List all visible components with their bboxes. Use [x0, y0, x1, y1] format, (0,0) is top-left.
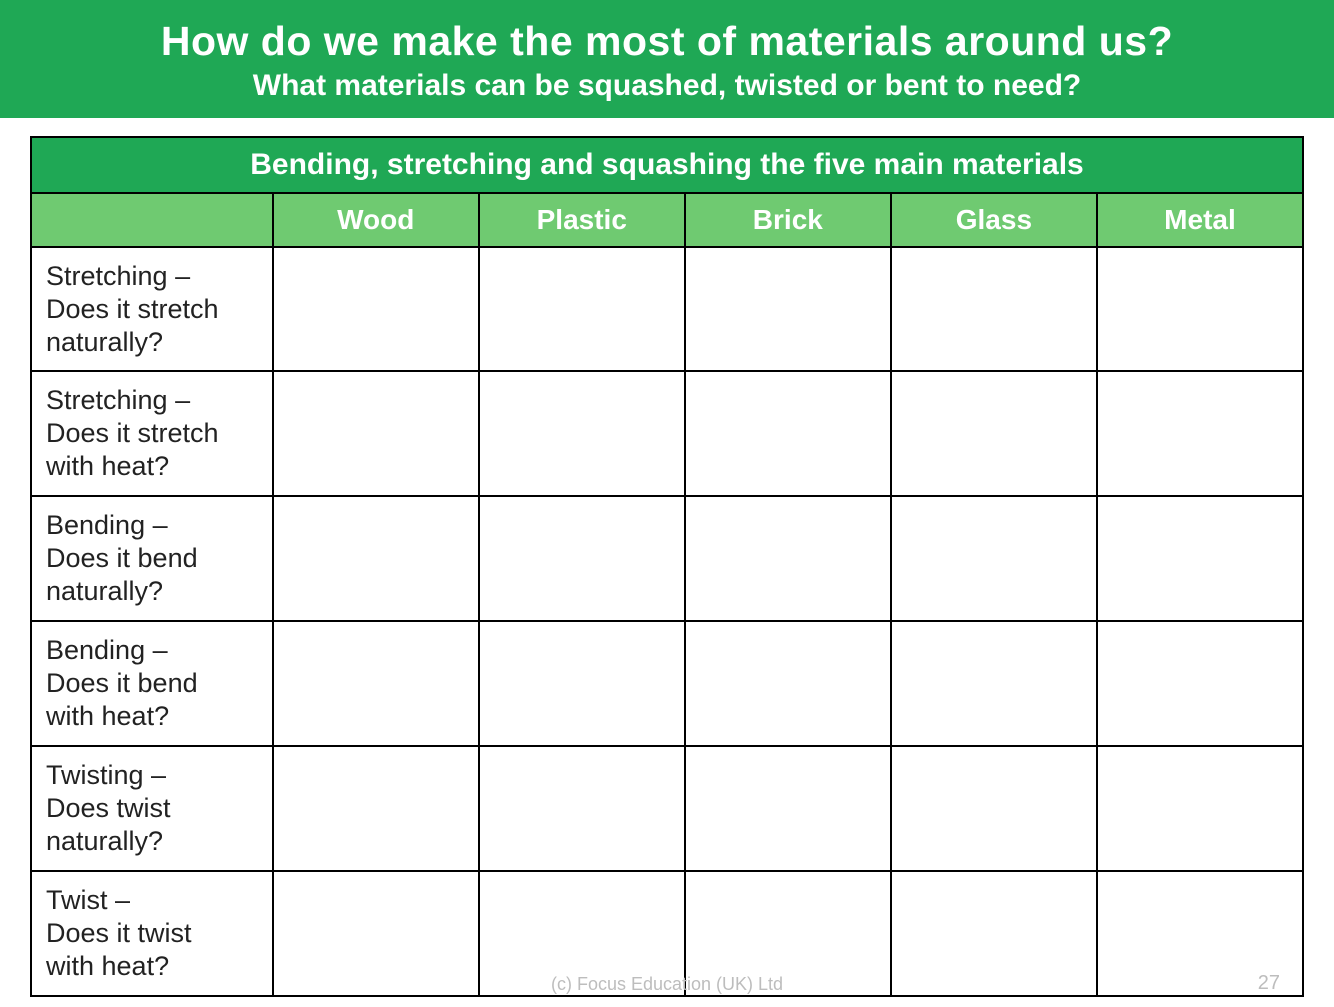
cell: [273, 621, 479, 746]
col-plastic: Plastic: [479, 193, 685, 247]
row-label-line: Does it bend: [46, 542, 258, 575]
cell: [685, 371, 891, 496]
row-label-line: with heat?: [46, 450, 258, 483]
col-glass: Glass: [891, 193, 1097, 247]
cell: [891, 621, 1097, 746]
table-row: Bending – Does it bend naturally?: [31, 496, 1303, 621]
slide-title: How do we make the most of materials aro…: [20, 18, 1314, 65]
row-label-line: Bending –: [46, 509, 258, 542]
cell: [479, 247, 685, 372]
cell: [479, 496, 685, 621]
row-label-line: Does it stretch: [46, 417, 258, 450]
table-column-header-row: Wood Plastic Brick Glass Metal: [31, 193, 1303, 247]
cell: [1097, 247, 1303, 372]
row-label-stretch-heat: Stretching – Does it stretch with heat?: [31, 371, 273, 496]
table-row: Stretching – Does it stretch naturally?: [31, 247, 1303, 372]
cell: [891, 247, 1097, 372]
slide-header: How do we make the most of materials aro…: [0, 0, 1334, 118]
footer-copyright: (c) Focus Education (UK) Ltd: [0, 974, 1334, 995]
row-label-line: naturally?: [46, 326, 258, 359]
cell: [685, 746, 891, 871]
cell: [891, 371, 1097, 496]
col-brick: Brick: [685, 193, 891, 247]
row-label-line: Does twist: [46, 792, 258, 825]
col-metal: Metal: [1097, 193, 1303, 247]
table-title-row: Bending, stretching and squashing the fi…: [31, 137, 1303, 193]
row-label-twist-natural: Twisting – Does twist naturally?: [31, 746, 273, 871]
cell: [891, 746, 1097, 871]
cell: [273, 746, 479, 871]
row-label-line: naturally?: [46, 825, 258, 858]
row-label-line: Does it bend: [46, 667, 258, 700]
cell: [1097, 371, 1303, 496]
table-row: Bending – Does it bend with heat?: [31, 621, 1303, 746]
cell: [1097, 746, 1303, 871]
row-label-bend-natural: Bending – Does it bend naturally?: [31, 496, 273, 621]
row-label-line: with heat?: [46, 700, 258, 733]
row-label-line: Twist –: [46, 884, 258, 917]
cell: [1097, 621, 1303, 746]
table-corner-cell: [31, 193, 273, 247]
cell: [891, 496, 1097, 621]
col-wood: Wood: [273, 193, 479, 247]
row-label-stretch-natural: Stretching – Does it stretch naturally?: [31, 247, 273, 372]
table-row: Twisting – Does twist naturally?: [31, 746, 1303, 871]
row-label-line: Twisting –: [46, 759, 258, 792]
row-label-line: Bending –: [46, 634, 258, 667]
cell: [685, 621, 891, 746]
cell: [479, 621, 685, 746]
table-title: Bending, stretching and squashing the fi…: [31, 137, 1303, 193]
row-label-line: Does it twist: [46, 917, 258, 950]
row-label-line: Does it stretch: [46, 293, 258, 326]
cell: [685, 247, 891, 372]
row-label-line: naturally?: [46, 575, 258, 608]
cell: [479, 746, 685, 871]
table-body: Stretching – Does it stretch naturally? …: [31, 247, 1303, 996]
cell: [685, 496, 891, 621]
row-label-line: Stretching –: [46, 260, 258, 293]
table-row: Stretching – Does it stretch with heat?: [31, 371, 1303, 496]
cell: [273, 371, 479, 496]
slide-content: Bending, stretching and squashing the fi…: [0, 118, 1334, 1007]
cell: [273, 247, 479, 372]
cell: [1097, 496, 1303, 621]
cell: [479, 371, 685, 496]
row-label-line: Stretching –: [46, 384, 258, 417]
footer-page-number: 27: [1258, 972, 1280, 995]
slide-subtitle: What materials can be squashed, twisted …: [20, 69, 1314, 104]
materials-table: Bending, stretching and squashing the fi…: [30, 136, 1304, 997]
cell: [273, 496, 479, 621]
row-label-bend-heat: Bending – Does it bend with heat?: [31, 621, 273, 746]
